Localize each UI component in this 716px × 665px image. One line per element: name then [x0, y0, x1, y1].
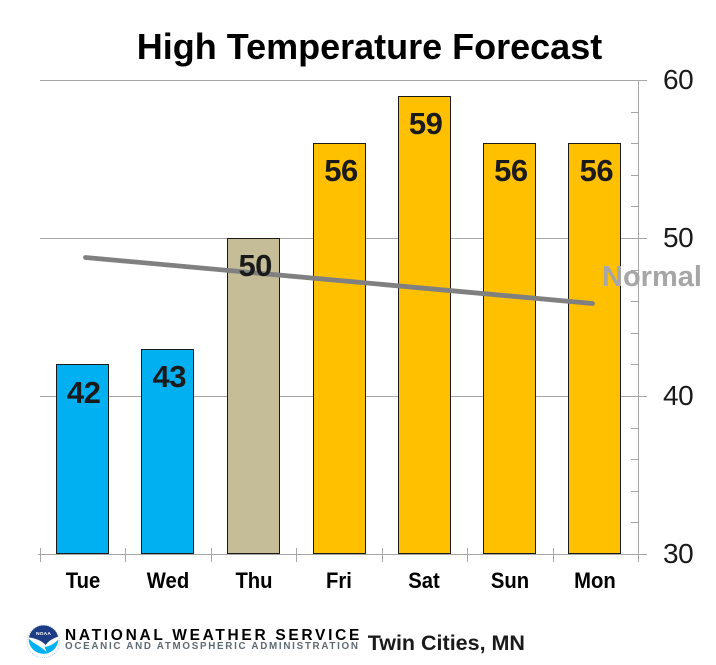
svg-text:NOAA: NOAA [36, 631, 51, 637]
